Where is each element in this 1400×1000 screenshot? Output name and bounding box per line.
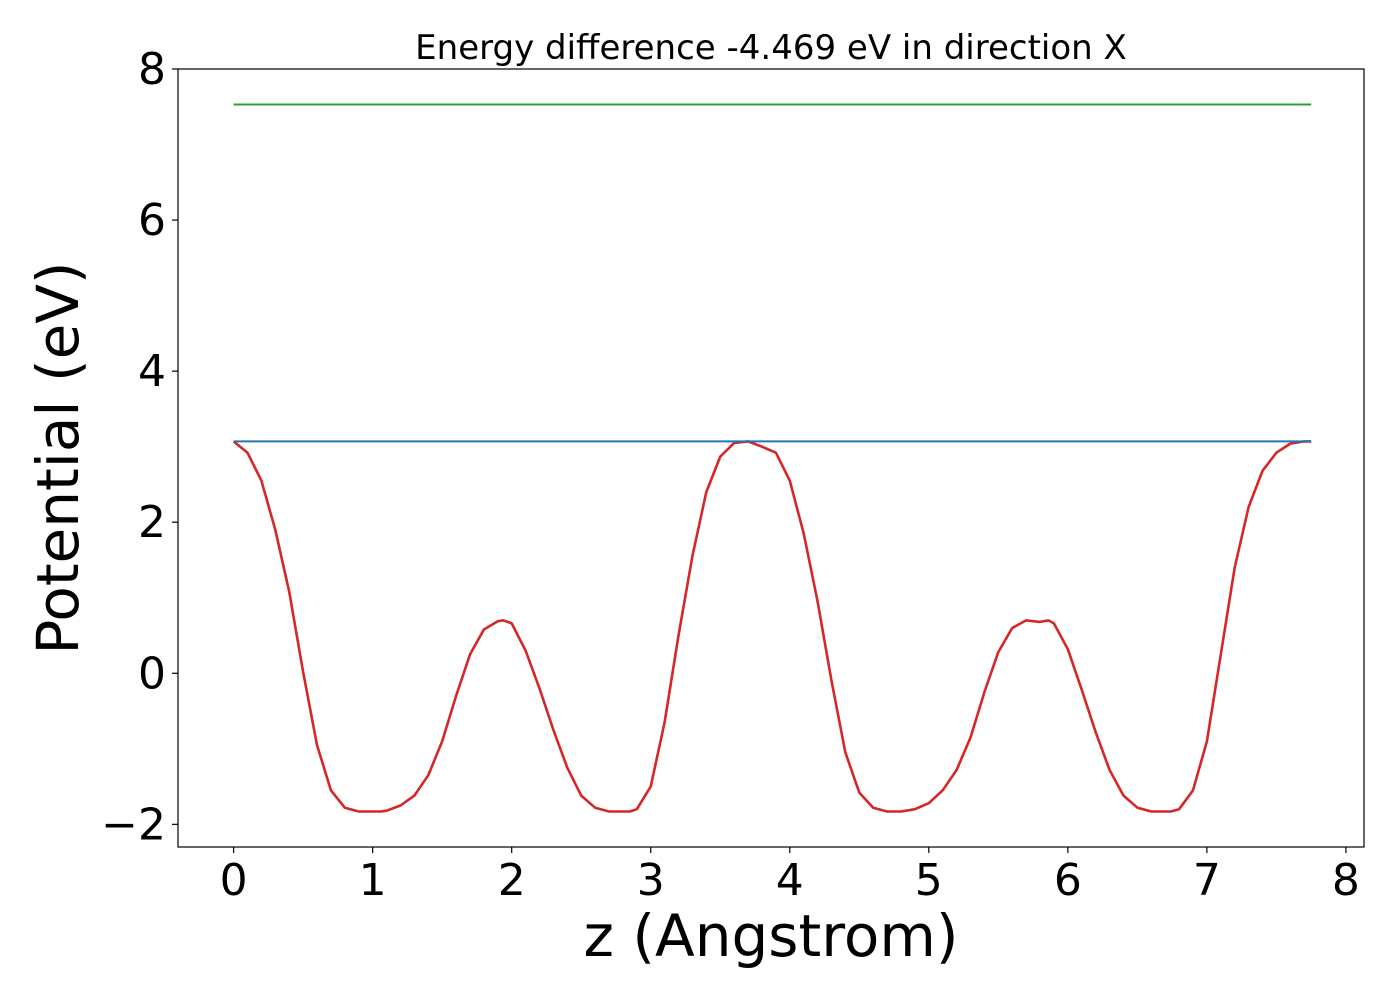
series-line-0 bbox=[232, 440, 1312, 813]
y-tick-label: 8 bbox=[138, 44, 166, 95]
x-tick-label: 3 bbox=[637, 855, 665, 906]
x-tick-label: 6 bbox=[1054, 855, 1082, 906]
x-tick-label: 0 bbox=[220, 855, 248, 906]
y-axis-label: Potential (eV) bbox=[24, 261, 92, 654]
x-tick-label: 2 bbox=[498, 855, 526, 906]
x-tick-label: 7 bbox=[1193, 855, 1221, 906]
x-axis-ticks: 0 1 2 3 4 5 6 7 8 bbox=[220, 847, 1360, 906]
y-tick-label: 4 bbox=[138, 346, 166, 397]
x-tick-label: 1 bbox=[359, 855, 387, 906]
x-tick-label: 8 bbox=[1332, 855, 1360, 906]
y-tick-label: 0 bbox=[138, 648, 166, 699]
series-layer bbox=[232, 103, 1312, 813]
y-tick-label: 2 bbox=[138, 497, 166, 548]
y-tick-label: 6 bbox=[138, 195, 166, 246]
y-axis-ticks: −2 0 2 4 6 8 bbox=[101, 44, 178, 850]
x-axis-label: z (Angstrom) bbox=[584, 902, 959, 970]
plot-frame bbox=[177, 68, 1365, 848]
y-tick-label: −2 bbox=[101, 799, 166, 850]
x-tick-label: 4 bbox=[776, 855, 804, 906]
x-tick-label: 5 bbox=[915, 855, 943, 906]
chart-title: Energy difference -4.469 eV in direction… bbox=[415, 28, 1127, 68]
